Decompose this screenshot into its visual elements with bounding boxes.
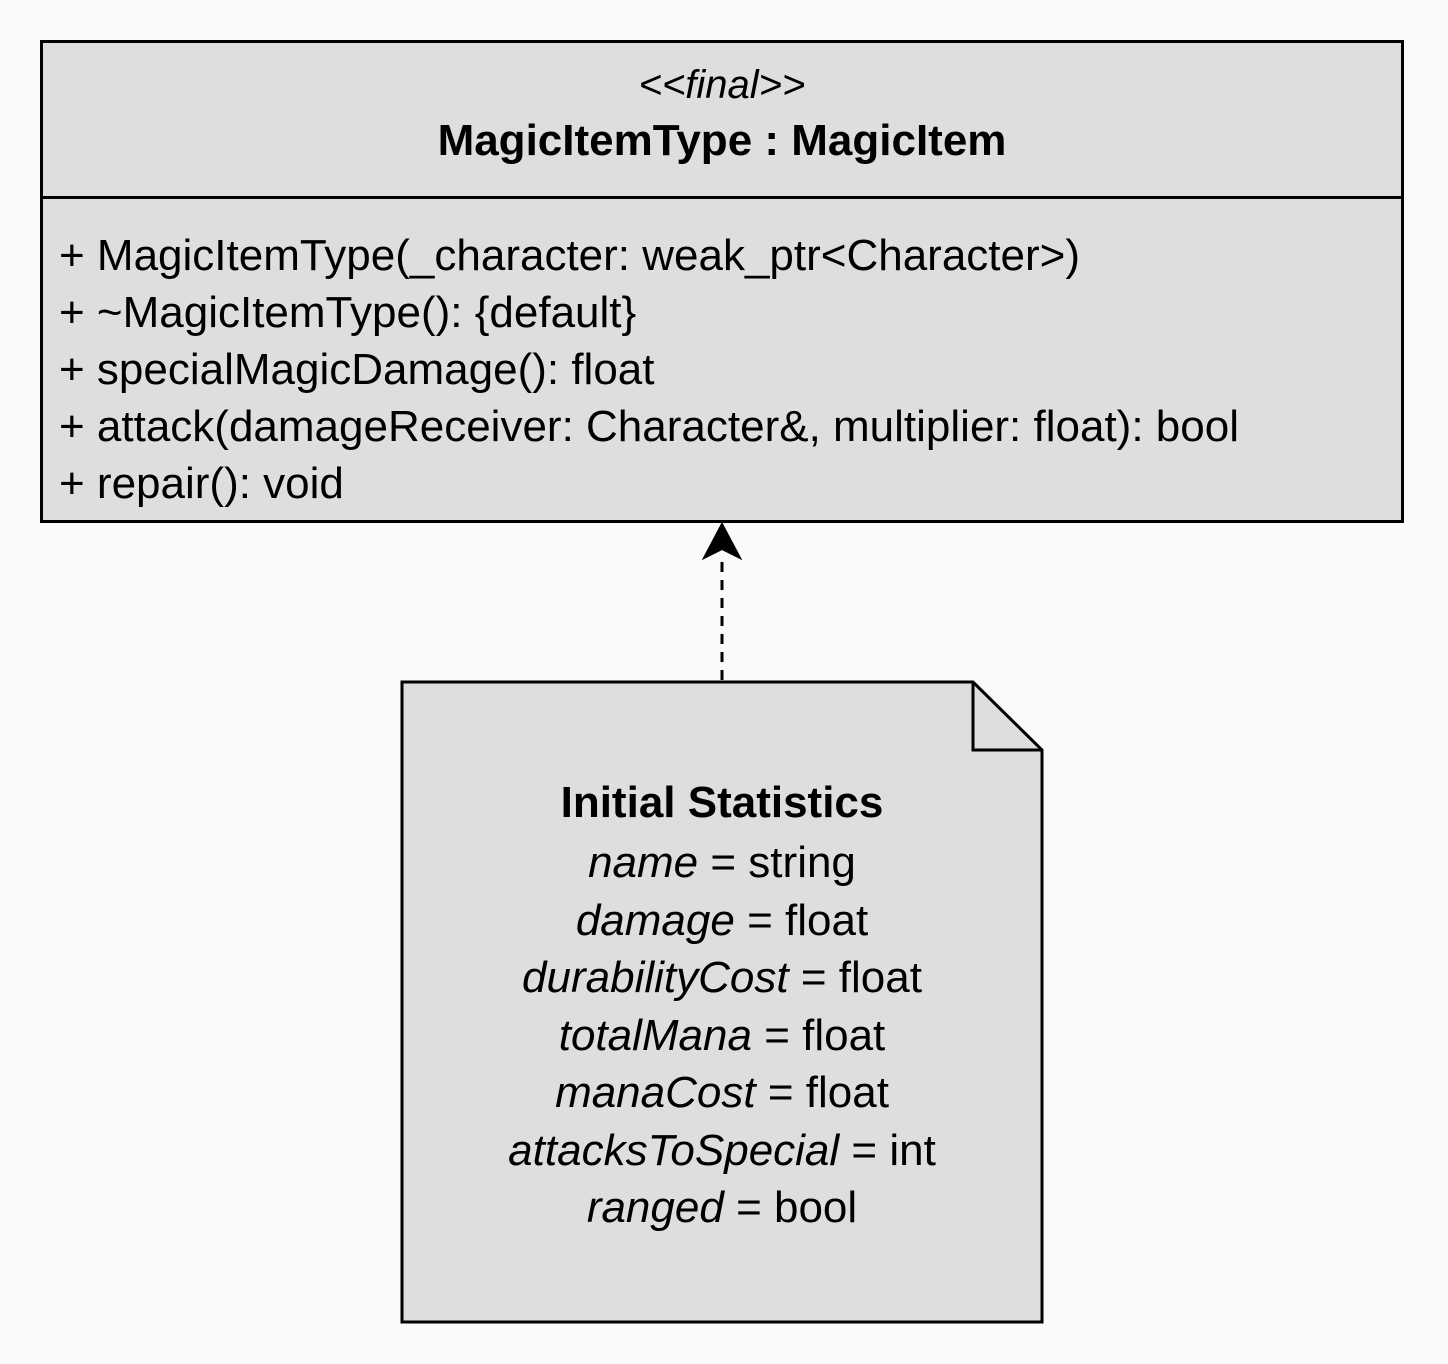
arrowhead-icon (701, 521, 743, 561)
note-title: Initial Statistics (560, 778, 884, 827)
note-attribute-attacks-to-special: attacksToSpecial = int (508, 1125, 936, 1175)
note-attribute-damage: damage = float (575, 895, 869, 945)
class-name: MagicItemType : MagicItem (437, 116, 1007, 165)
note-attribute-durability-cost: durabilityCost = float (522, 953, 922, 1002)
method-repair: + repair(): void (59, 459, 344, 508)
method-special-magic-damage: + specialMagicDamage(): float (59, 345, 655, 394)
method-destructor: + ~MagicItemType(): {default} (59, 288, 637, 337)
note-shape (400, 680, 1044, 1324)
class-stereotype: <<final>> (638, 63, 806, 107)
note-attribute-ranged: ranged = bool (586, 1183, 858, 1232)
class-box-magic-item-type: <<final>> MagicItemType : MagicItem + Ma… (40, 40, 1404, 523)
note-attribute-name: name = string (588, 838, 856, 887)
method-list: + MagicItemType(_character: weak_ptr<Cha… (43, 199, 1401, 512)
note-folded-corner (971, 682, 1042, 752)
note-attribute-mana-cost: manaCost = float (555, 1068, 889, 1117)
method-constructor: + MagicItemType(_character: weak_ptr<Cha… (59, 231, 1081, 280)
note-content: Initial Statistics name = string damage … (402, 776, 1042, 1237)
method-attack: + attack(damageReceiver: Character&, mul… (59, 402, 1239, 451)
class-header: <<final>> MagicItemType : MagicItem (43, 43, 1401, 199)
note-attribute-total-mana: totalMana = float (558, 1010, 886, 1060)
